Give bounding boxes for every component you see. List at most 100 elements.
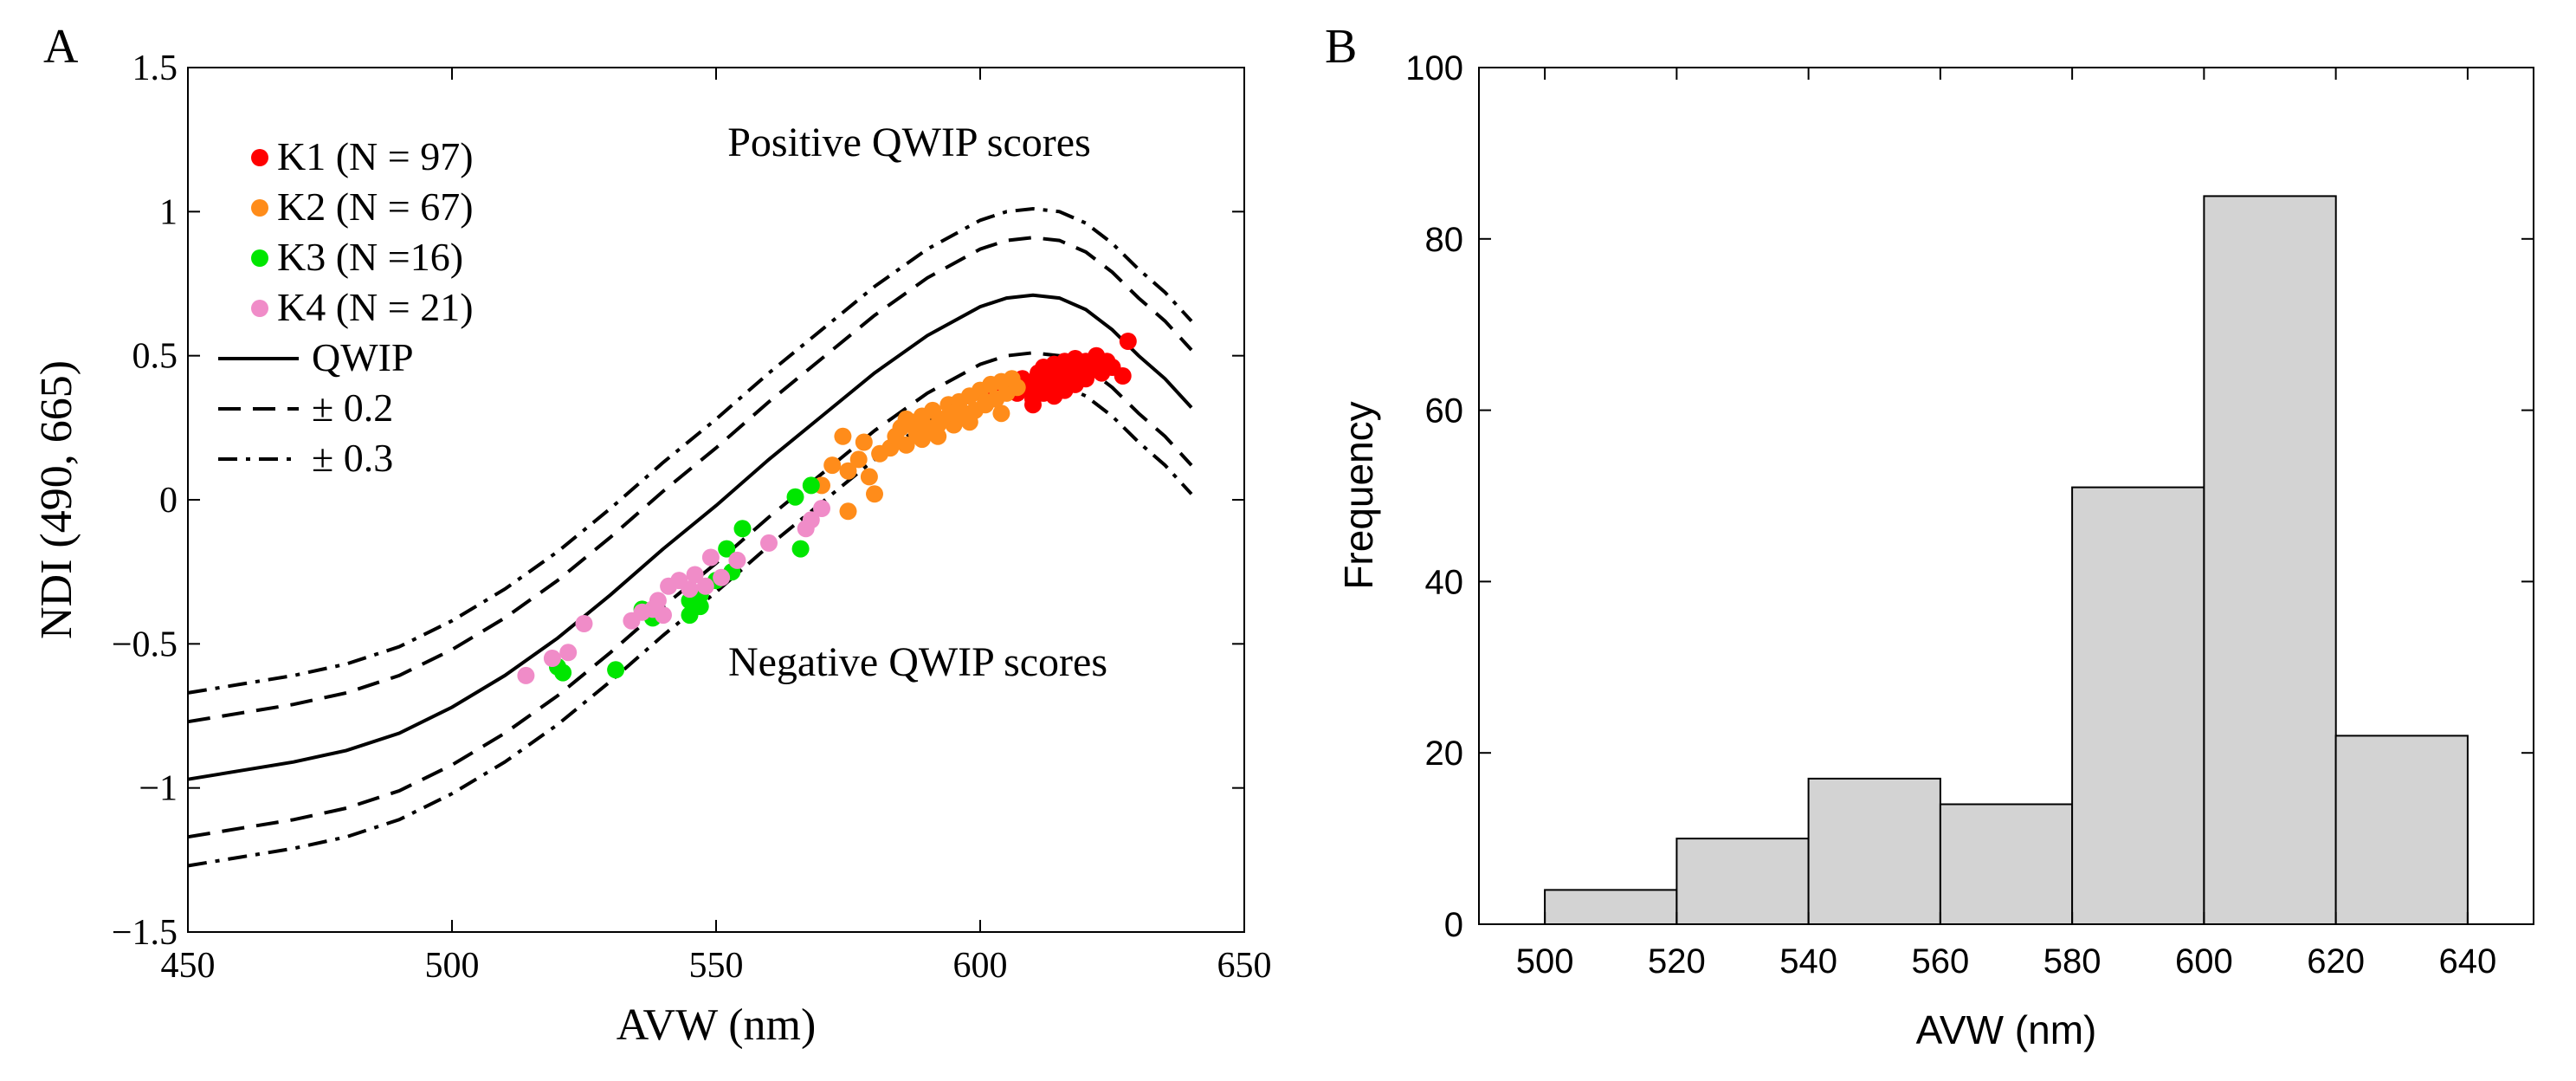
y-axis-label-a: NDI (490, 665): [32, 360, 81, 639]
axis-ticks-b: 500 520 540 560 580 600 620 640 0 20 40 60 80 100: [1405, 49, 2534, 981]
y-tick-label-a: 0.5: [132, 337, 178, 377]
legend-a: K1 (N = 97) K2 (N = 67) K3 (N =16) K4 (N = …: [218, 134, 474, 480]
x-tick-label-b: 500: [1516, 942, 1574, 981]
legend-marker: [251, 199, 268, 217]
point-k4: [655, 606, 672, 625]
point-k4: [543, 650, 561, 667]
point-k4: [713, 568, 731, 586]
point-k4: [575, 615, 593, 632]
y-tick-label-b: 60: [1425, 392, 1464, 430]
y-tick-label-b: 40: [1425, 563, 1464, 601]
y-tick-label-a: −0.5: [112, 625, 178, 664]
panel-label-a: A: [43, 20, 79, 74]
annotation-negative: Negative QWIP scores: [728, 639, 1107, 685]
point-k2: [834, 427, 852, 445]
legend-label: K2 (N = 67): [277, 184, 474, 229]
histogram-bar: [1544, 889, 1678, 926]
y-tick-label-b: 100: [1405, 49, 1463, 87]
point-k2: [897, 436, 915, 454]
x-tick-label-b: 620: [2307, 942, 2365, 981]
y-axis-label-b: Frequency: [1336, 401, 1381, 589]
scatter-points: [517, 333, 1137, 684]
point-k4: [760, 534, 778, 552]
point-k4: [701, 548, 720, 566]
panel-a: A 450 500 550 600 650 −1.5 −1 −0.5 0 0.5 1 1.5 Posi…: [32, 20, 1272, 1050]
y-tick-label-b: 80: [1425, 221, 1464, 259]
histogram-bar: [2203, 195, 2337, 925]
legend-label: K4 (N = 21): [277, 285, 474, 329]
point-k2: [823, 456, 842, 475]
curve-dashdot-4: [187, 379, 1193, 868]
curve-dashed-1: [187, 236, 1193, 724]
panel-b: B 500 520 540 560 580 600 620 640 0 20 40 60 80 100 A…: [1325, 20, 2534, 1052]
point-k2: [945, 405, 963, 423]
annotation-positive: Positive QWIP scores: [727, 120, 1091, 165]
axis-ticks-a: 450 500 550 600 650 −1.5 −1 −0.5 0 0.5 1 1.5: [112, 49, 1272, 986]
y-tick-label-b: 20: [1425, 735, 1464, 773]
x-tick-label-a: 650: [1217, 946, 1272, 986]
x-tick-label-b: 560: [1912, 942, 1970, 981]
y-tick-label-a: −1: [139, 769, 178, 809]
point-k3: [718, 540, 736, 558]
point-k2: [860, 468, 878, 486]
point-k2: [839, 502, 857, 521]
curve-solid-0: [187, 293, 1193, 781]
y-tick-label-a: 1: [159, 192, 178, 232]
curve-dashdot-3: [187, 206, 1193, 695]
y-tick-label-a: −1.5: [112, 913, 178, 953]
panel-label-b: B: [1325, 20, 1357, 74]
legend-label: QWIP: [312, 335, 414, 379]
axes-box-b: [1478, 67, 2534, 925]
point-k4: [813, 500, 830, 517]
point-k2: [897, 410, 915, 428]
point-k3: [786, 488, 804, 506]
x-tick-label-a: 550: [689, 946, 744, 986]
x-tick-label-b: 600: [2175, 942, 2233, 981]
point-k2: [1008, 379, 1026, 397]
x-tick-label-b: 520: [1648, 942, 1706, 981]
x-axis-label-a: AVW (nm): [617, 1000, 817, 1050]
x-tick-label-a: 500: [425, 946, 480, 986]
point-k4: [681, 580, 699, 599]
point-k3: [733, 520, 752, 538]
point-k3: [607, 661, 625, 679]
x-tick-label-a: 600: [953, 946, 1008, 986]
point-k2: [913, 430, 931, 449]
point-k1: [1114, 367, 1132, 385]
histogram-bars: [1544, 195, 2469, 926]
point-k3: [681, 606, 699, 625]
histogram-bar: [1675, 838, 1810, 925]
histogram-bar: [1807, 777, 1941, 926]
point-k3: [791, 540, 810, 558]
x-tick-label-a: 450: [161, 946, 216, 986]
legend-marker: [251, 149, 268, 166]
x-axis-label-b: AVW (nm): [1916, 1007, 2097, 1052]
x-tick-label-b: 540: [1779, 942, 1837, 981]
legend-label: ± 0.2: [312, 385, 393, 430]
point-k1: [1066, 375, 1084, 393]
point-k2: [992, 405, 1010, 423]
legend-label: ± 0.3: [312, 436, 393, 480]
legend-marker: [251, 249, 268, 267]
y-tick-label-b: 0: [1444, 906, 1463, 944]
point-k2: [839, 462, 857, 480]
x-tick-label-b: 580: [2043, 942, 2101, 981]
point-k2: [960, 413, 978, 431]
point-k4: [559, 644, 578, 662]
point-k2: [855, 433, 873, 451]
point-k4: [696, 577, 714, 595]
point-k4: [517, 666, 535, 684]
point-k3: [802, 476, 820, 495]
point-k2: [977, 396, 995, 414]
y-tick-label-a: 0: [159, 481, 178, 521]
point-k4: [649, 592, 667, 610]
legend-label: K1 (N = 97): [277, 134, 474, 178]
y-tick-label-a: 1.5: [132, 49, 178, 88]
point-k2: [866, 485, 883, 503]
point-k4: [728, 551, 746, 569]
x-tick-label-b: 640: [2439, 942, 2497, 981]
histogram-bar: [1939, 803, 2074, 925]
point-k2: [929, 416, 947, 434]
point-k4: [802, 511, 820, 529]
